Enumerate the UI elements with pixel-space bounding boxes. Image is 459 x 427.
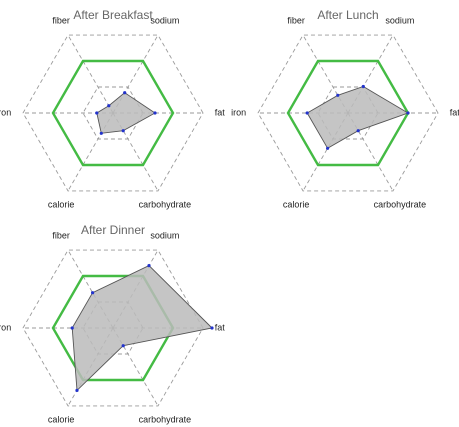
data-point-calorie (326, 146, 330, 150)
radar-chart-3: After Dinner fat sodium fiber iron calorie car… (0, 223, 225, 424)
data-point-fat (210, 326, 214, 330)
data-point-fiber (107, 104, 111, 108)
grid-ring-3 (22, 34, 204, 192)
data-area (96, 92, 156, 134)
axis-label-sodium: sodium (385, 15, 414, 25)
data-point-calorie (75, 388, 79, 392)
axis-label-carbohydrate: carbohydrate (139, 414, 192, 424)
axis-label-calorie: calorie (283, 199, 310, 209)
chart-title: After Dinner (81, 223, 145, 237)
data-point-iron (95, 111, 99, 115)
data-point-fat (153, 111, 157, 115)
data-point-iron (305, 111, 309, 115)
axis-label-carbohydrate: carbohydrate (374, 199, 427, 209)
axis-spoke-fiber (67, 34, 114, 114)
data-point-sodium (147, 264, 151, 268)
data-point-carbohydrate (356, 129, 360, 133)
data-point-fiber (336, 93, 340, 97)
axis-label-calorie: calorie (48, 414, 75, 424)
data-point-fiber (91, 291, 95, 295)
axis-label-sodium: sodium (150, 15, 179, 25)
axis-label-iron: iron (231, 107, 246, 117)
chart-title: After Lunch (317, 8, 378, 22)
reference-ring (51, 59, 175, 167)
radar-chart-2: After Lunch fat sodium fiber iron calorie carb… (231, 8, 459, 209)
axis-label-carbohydrate: carbohydrate (139, 199, 192, 209)
grid-ring-3 (257, 34, 439, 192)
data-point-iron (70, 326, 74, 330)
axis-label-fat: fat (215, 107, 226, 117)
axis-label-fat: fat (215, 322, 226, 332)
data-point-carbohydrate (121, 344, 125, 348)
axis-label-iron: iron (0, 322, 11, 332)
data-area (71, 265, 213, 392)
axis-label-iron: iron (0, 107, 11, 117)
axis-label-fiber: fiber (52, 230, 70, 240)
axis-label-fiber: fiber (52, 15, 70, 25)
reference-ring (286, 59, 410, 167)
data-point-carbohydrate (121, 129, 125, 133)
data-point-sodium (361, 84, 365, 89)
axis-label-sodium: sodium (150, 230, 179, 240)
axis-label-fat: fat (450, 107, 459, 117)
data-point-sodium (123, 91, 127, 95)
axis-label-fiber: fiber (287, 15, 305, 25)
chart-title: After Breakfast (73, 8, 153, 22)
axis-label-calorie: calorie (48, 199, 75, 209)
grid-ring-3 (22, 249, 204, 407)
data-point-calorie (99, 131, 103, 135)
radar-chart-1: After Breakfast fat sodium fiber iron calorie… (0, 8, 225, 209)
data-point-fat (406, 111, 410, 115)
